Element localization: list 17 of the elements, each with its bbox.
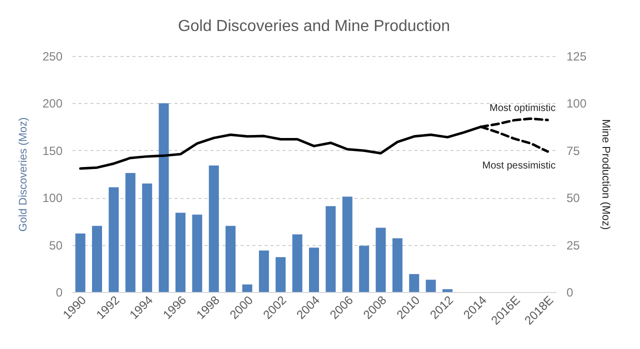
y-tick-label: 150 bbox=[42, 144, 63, 158]
y2-axis-title: Mine Production (Moz) bbox=[600, 119, 612, 230]
y-axis-title: Gold Discoveries (Moz) bbox=[17, 117, 30, 232]
y-tick-label: 200 bbox=[42, 96, 63, 111]
y-tick-label: 0 bbox=[56, 286, 63, 300]
y2-tick-label: 75 bbox=[566, 144, 580, 158]
y2-tick-label: 0 bbox=[566, 286, 574, 300]
y2-tick-label: 25 bbox=[566, 238, 580, 252]
y-tick-label: 250 bbox=[42, 50, 63, 64]
y2-tick-label: 100 bbox=[566, 96, 587, 111]
series-label: Most pessimistic bbox=[482, 160, 556, 172]
y2-tick-label: 125 bbox=[566, 50, 587, 64]
chart-title: Gold Discoveries and Mine Production bbox=[178, 18, 450, 35]
y-tick-label: 50 bbox=[49, 238, 63, 252]
y-tick-label: 100 bbox=[42, 191, 63, 206]
series-label: Most optimistic bbox=[490, 103, 556, 114]
y2-tick-label: 50 bbox=[566, 191, 580, 206]
